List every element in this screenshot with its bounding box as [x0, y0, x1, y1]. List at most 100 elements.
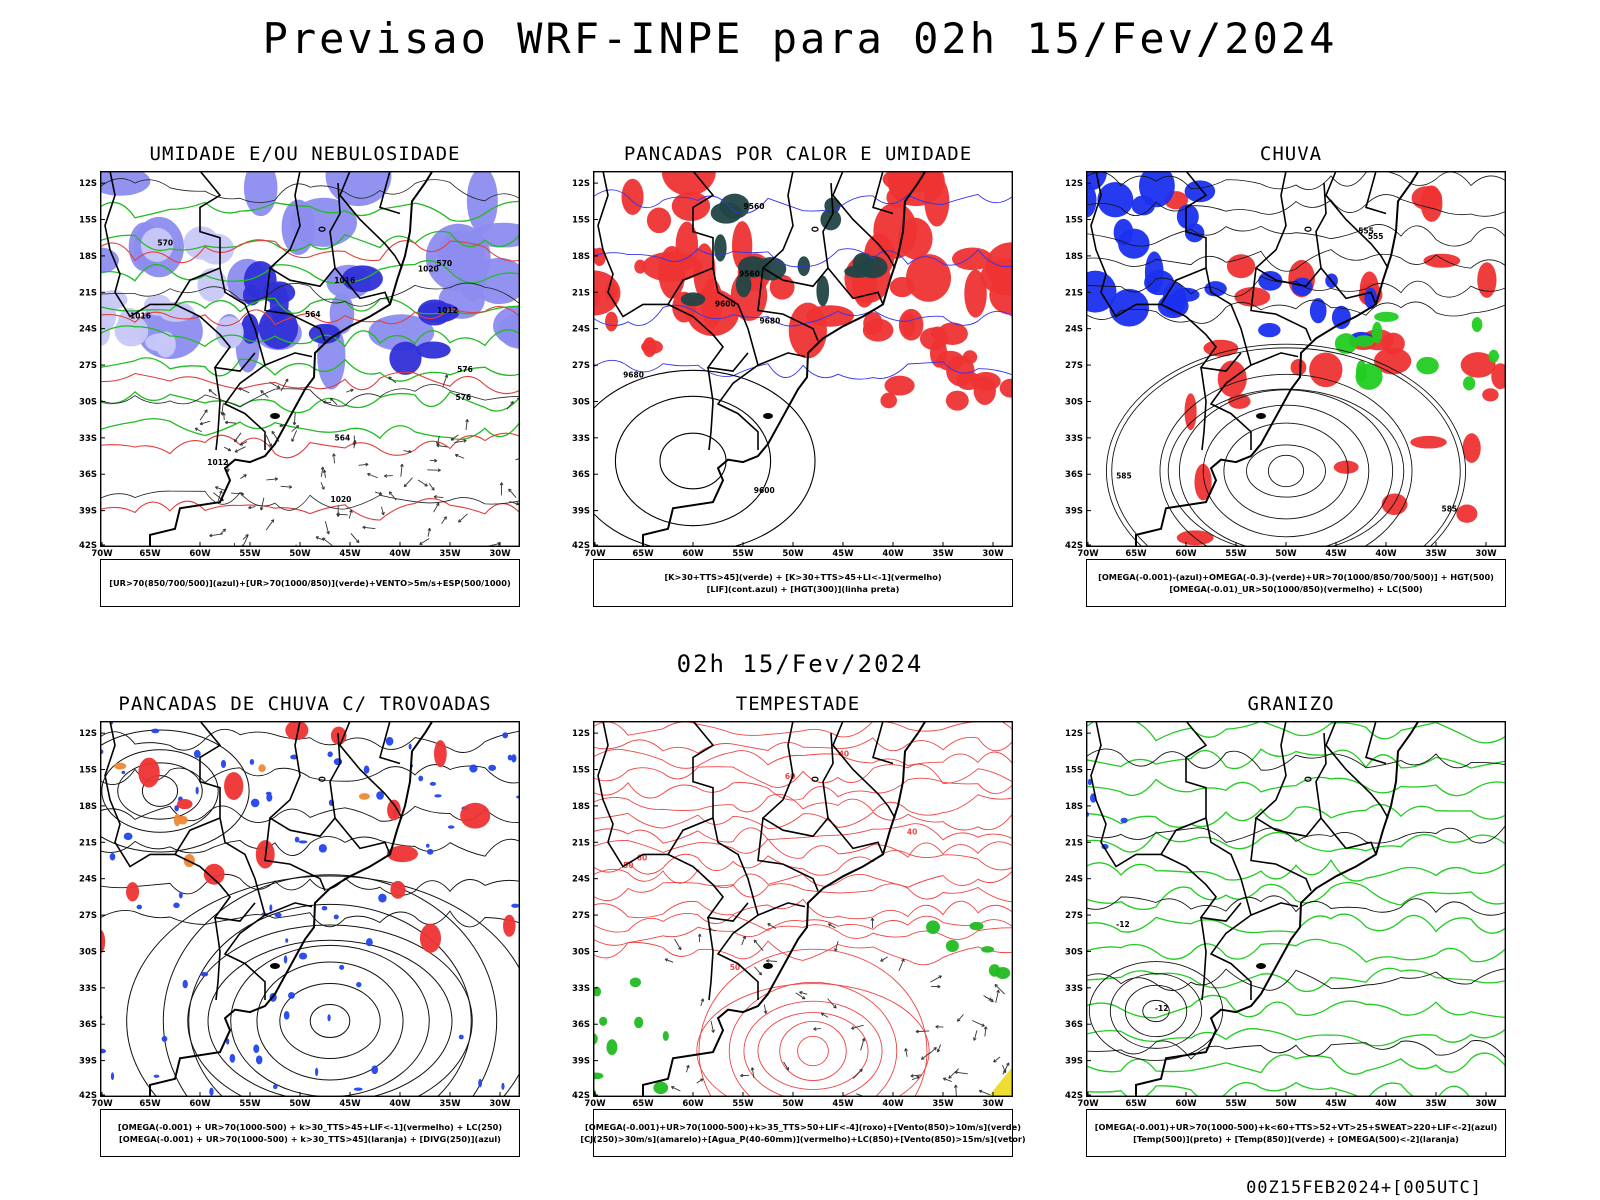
- divergence-blue-area: [478, 1078, 483, 1088]
- divergence-blue-area: [274, 912, 282, 918]
- wind850-vector: [929, 1047, 937, 1055]
- wind-vector: [436, 502, 440, 506]
- lc850-contour: [698, 948, 928, 1097]
- wind850-vector: [956, 1018, 961, 1022]
- wind-vector: [499, 482, 504, 486]
- pressure-contour: [100, 384, 520, 408]
- thunderstorm-orange-area: [173, 813, 181, 827]
- wind-vector: [322, 400, 327, 404]
- height-contour: [1167, 388, 1405, 547]
- humidity-low-contour: [100, 357, 520, 382]
- contour-label: 1020: [331, 495, 352, 504]
- wind850-vector: [860, 1038, 865, 1051]
- lon-tick-label: 70W: [91, 549, 113, 559]
- wind-vector: [285, 378, 289, 383]
- wind-vector: [458, 513, 468, 523]
- divergence-blue-area: [249, 758, 255, 765]
- divergence-blue-area: [425, 843, 430, 848]
- humidity-light-area: [158, 301, 194, 322]
- omega-green-area: [1416, 356, 1439, 375]
- humidity-upper-area: [368, 314, 435, 351]
- divergence-blue-area: [294, 836, 300, 843]
- wind-vector: [465, 419, 468, 431]
- divergence-blue-area: [288, 992, 295, 999]
- omega-blue-area: [1086, 182, 1097, 218]
- instability-red-area: [671, 191, 711, 221]
- lon-tick-label: 30W: [1475, 1099, 1497, 1109]
- federal-district: [811, 226, 819, 232]
- instability-red-area: [604, 283, 618, 300]
- map-frame: [99, 720, 521, 1098]
- wind850-vector: [766, 960, 778, 962]
- country-border: [1090, 171, 1207, 318]
- wind-vector: [323, 469, 327, 478]
- contour-label: 570: [437, 259, 453, 268]
- wind-vector: [233, 438, 238, 443]
- wind-vector: [381, 511, 385, 516]
- map-umidade: 1016101610201020101210125765765705705645…: [79, 170, 521, 559]
- wind-vector: [346, 389, 354, 393]
- wind-vector: [280, 485, 292, 488]
- divergence-blue-area: [447, 825, 455, 829]
- thickness-contour: [100, 306, 520, 327]
- temp500-contour: [1124, 984, 1188, 1038]
- lat-tick-label: 42S: [79, 541, 97, 551]
- divergence-blue-area: [121, 770, 126, 775]
- humidity-dense-area: [389, 341, 422, 375]
- legend-line-1: [UR>70(850/700/500)](azul)+[UR>70(1000/8…: [109, 578, 511, 588]
- lagoon: [270, 963, 280, 970]
- wind850-vector: [1015, 926, 1018, 929]
- streamline: [100, 873, 520, 896]
- lat-tick-label: 36S: [572, 470, 590, 480]
- wind850-vector: [910, 1073, 914, 1078]
- map-background: [593, 721, 1013, 1097]
- wind850-vector: [833, 1005, 837, 1009]
- federal-district: [1304, 226, 1312, 232]
- divergence-blue-area: [327, 751, 333, 758]
- lat-tick-label: 33S: [79, 984, 97, 994]
- wind-vector: [204, 409, 208, 413]
- federal-district: [1304, 776, 1312, 782]
- wind-vector: [293, 412, 296, 425]
- wind850-vector: [904, 1048, 908, 1052]
- country-border: [761, 721, 834, 838]
- humidity-upper-area: [493, 305, 520, 346]
- lat-tick-label: 36S: [1065, 470, 1083, 480]
- instability-red-area: [675, 221, 699, 271]
- wind850-vector: [753, 939, 758, 944]
- wind-vector: [320, 466, 324, 477]
- country-border: [707, 917, 714, 1001]
- wind-vector: [350, 533, 360, 543]
- wind-vector: [365, 462, 369, 467]
- wind850-vector: [990, 998, 994, 1003]
- country-border: [667, 853, 749, 922]
- wind850-vector: [955, 1084, 957, 1097]
- wind-vector: [265, 434, 272, 447]
- instability-red-area: [980, 257, 1013, 296]
- streamline: [117, 762, 203, 820]
- wind-vector: [276, 385, 281, 389]
- hail-blue-area: [1087, 778, 1092, 786]
- map-frame: [1085, 720, 1507, 1098]
- wind-vector: [279, 423, 283, 428]
- lon-tick-label: 70W: [1077, 1099, 1099, 1109]
- rain-red-area: [1226, 254, 1256, 279]
- lon-tick-label: 60W: [189, 549, 211, 559]
- wind850-vector: [664, 958, 674, 963]
- field-layer: [100, 721, 520, 1097]
- height-contour: [1246, 444, 1326, 498]
- divergence-blue-area: [100, 1048, 107, 1054]
- wind-vector: [403, 477, 413, 488]
- divergence-blue-area: [321, 905, 328, 911]
- wind-vector: [208, 389, 212, 393]
- humidity-light-area: [215, 316, 244, 349]
- wind-vector: [248, 505, 252, 510]
- wind-vector: [524, 456, 527, 459]
- lon-tick-label: 40W: [882, 549, 904, 559]
- wind-vector: [233, 547, 236, 550]
- wind850-vector: [767, 923, 776, 929]
- water-vapor-contour: [593, 850, 1013, 876]
- wind-vector: [436, 443, 440, 448]
- water-vapor-contour: [593, 838, 1013, 859]
- wind850-vector: [671, 1086, 675, 1090]
